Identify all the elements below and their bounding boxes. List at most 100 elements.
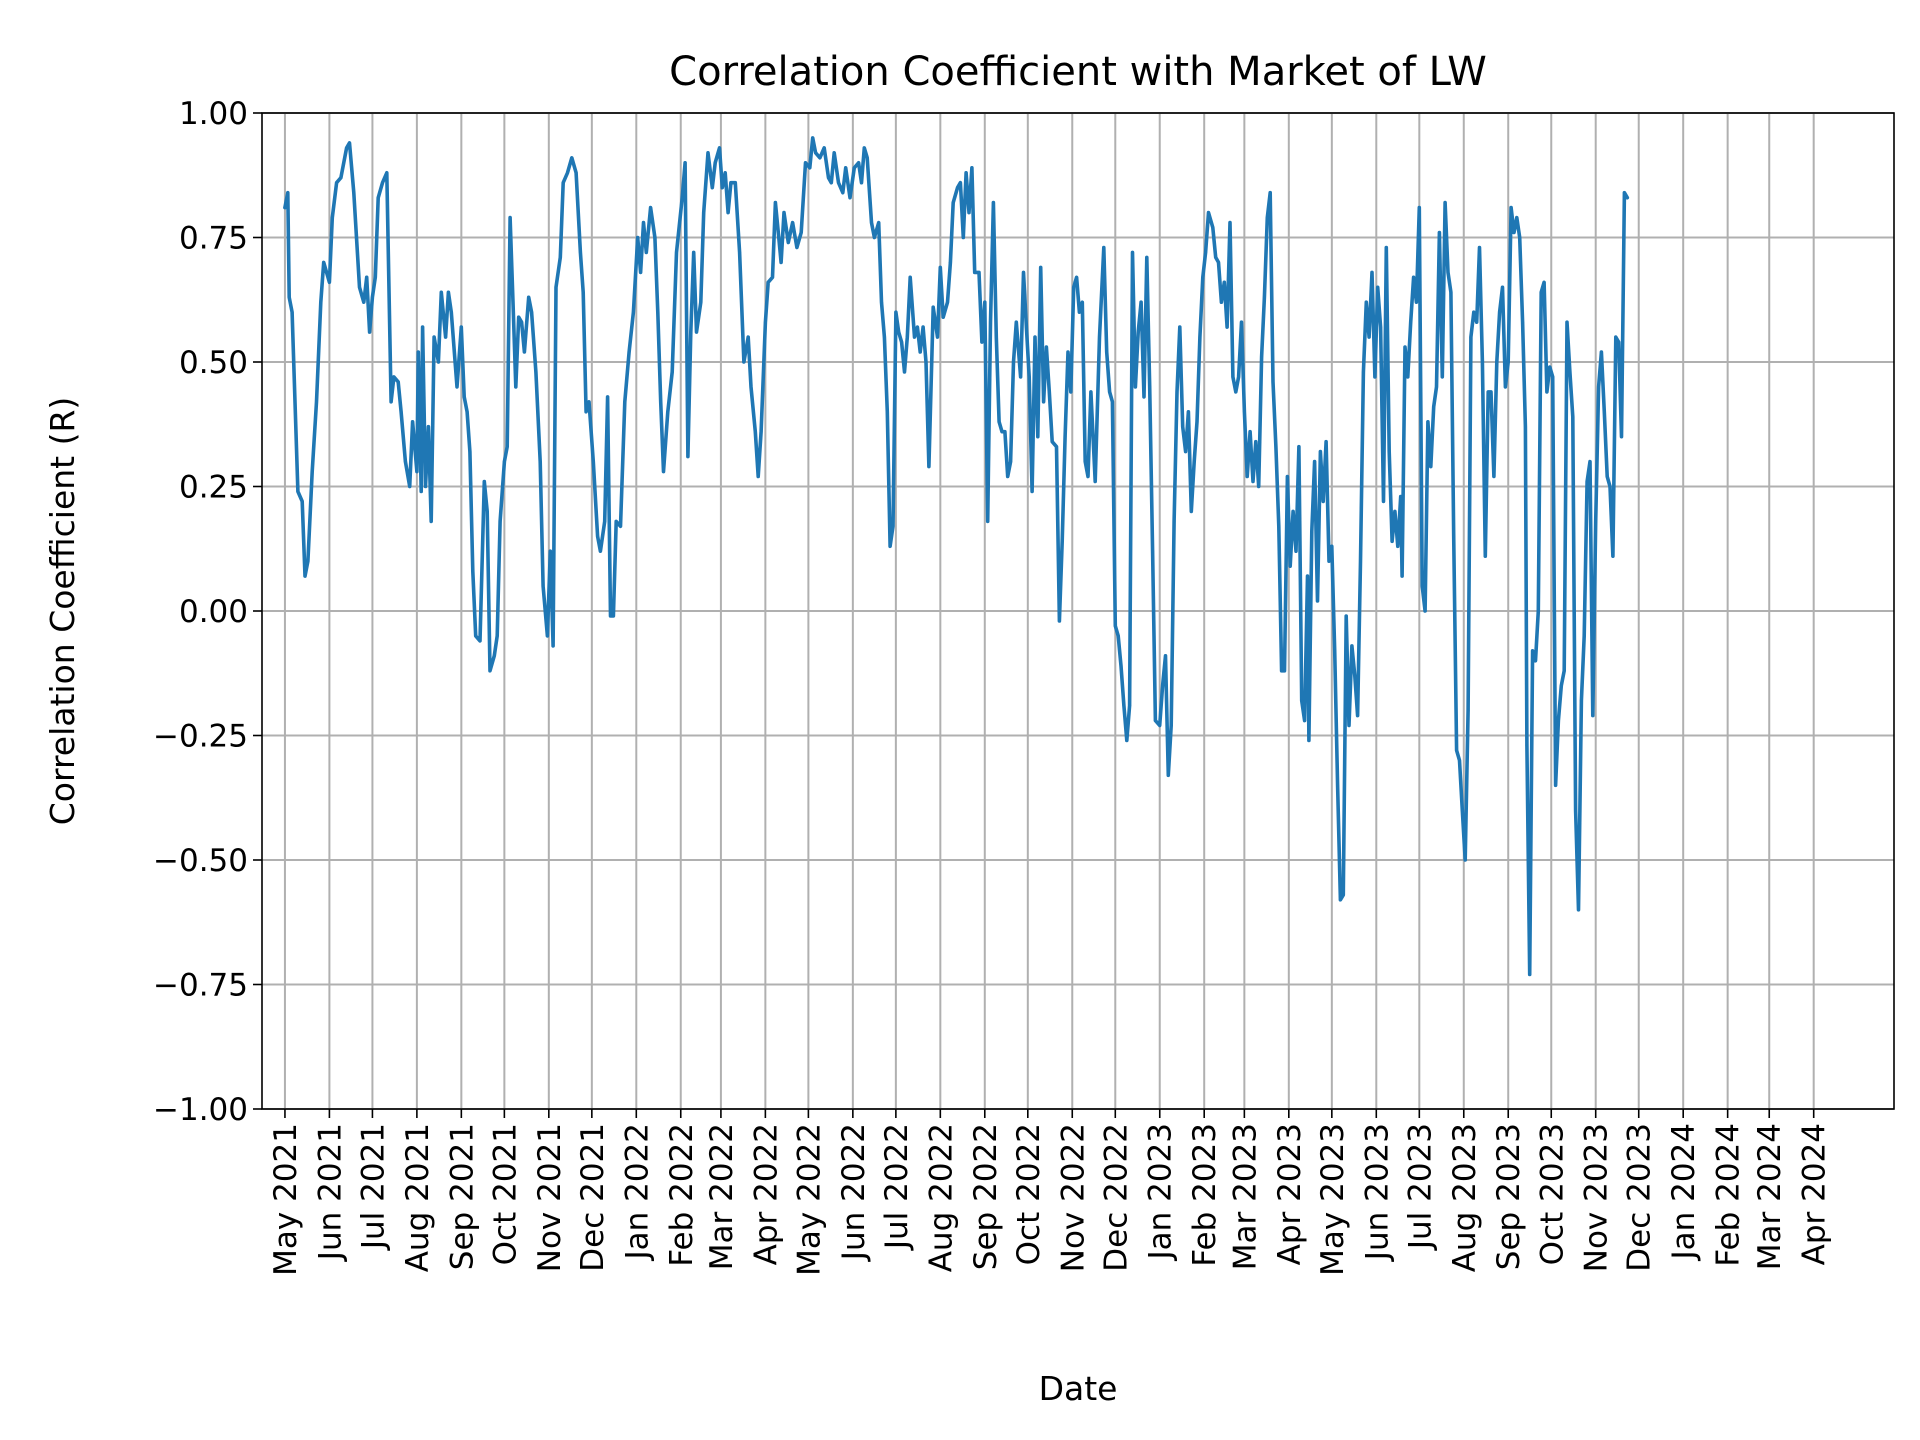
- data-point: [1271, 380, 1275, 384]
- data-point: [1231, 375, 1235, 379]
- data-point: [485, 509, 489, 513]
- data-point: [877, 221, 881, 225]
- data-point: [720, 186, 724, 190]
- data-point: [782, 211, 786, 215]
- data-point: [492, 654, 496, 658]
- data-point: [1014, 320, 1018, 324]
- x-tick-label: Mar 2022: [704, 1123, 740, 1270]
- data-point: [534, 370, 538, 374]
- data-point: [319, 300, 323, 304]
- series-group: [283, 136, 1630, 977]
- x-tick-label: Aug 2022: [923, 1123, 959, 1272]
- data-point: [1602, 410, 1606, 414]
- data-point: [1400, 574, 1404, 578]
- data-point: [368, 330, 372, 334]
- x-tick-label: Feb 2022: [664, 1123, 700, 1267]
- data-point: [1283, 669, 1286, 673]
- data-point: [1039, 265, 1043, 269]
- data-point: [1108, 390, 1112, 394]
- data-point: [636, 236, 640, 239]
- data-point: [1562, 669, 1566, 673]
- data-point: [1291, 509, 1295, 513]
- data-point: [446, 290, 450, 294]
- data-point: [1359, 559, 1362, 563]
- data-point: [627, 350, 631, 354]
- data-point: [322, 260, 326, 264]
- data-point: [1214, 255, 1218, 259]
- data-point: [1189, 509, 1193, 513]
- data-point: [653, 236, 657, 239]
- data-point: [426, 425, 430, 429]
- data-point: [686, 455, 690, 459]
- y-tick-label: 1.00: [179, 96, 248, 132]
- y-tick-label: −0.50: [153, 843, 248, 879]
- data-point: [891, 524, 895, 528]
- data-point: [1181, 425, 1185, 429]
- x-tick-label: Aug 2023: [1447, 1123, 1483, 1272]
- data-point: [973, 270, 977, 274]
- x-tick-label: Jun 2021: [312, 1123, 348, 1262]
- data-point: [287, 295, 291, 299]
- data-point: [749, 385, 753, 389]
- x-tick-label: Dec 2022: [1098, 1123, 1134, 1272]
- x-tick-label: Sep 2021: [444, 1123, 480, 1270]
- data-point: [444, 335, 448, 339]
- data-point: [578, 250, 582, 254]
- data-point: [702, 211, 706, 215]
- data-point: [339, 176, 343, 180]
- data-point: [1055, 445, 1058, 449]
- data-point: [554, 285, 558, 289]
- data-point: [1321, 499, 1325, 503]
- x-axis: May 2021 Jun 2021 Jul 2021 Aug 2021 Sep 2021…: [268, 1109, 1833, 1276]
- data-point: [1582, 634, 1586, 638]
- data-point: [376, 196, 380, 200]
- data-point: [689, 330, 693, 334]
- data-point: [1066, 350, 1070, 354]
- data-point: [1288, 564, 1292, 568]
- data-point: [1195, 420, 1199, 424]
- data-point: [1437, 231, 1441, 234]
- data-point: [908, 275, 912, 279]
- x-tick-label: May 2023: [1315, 1123, 1351, 1276]
- data-point: [865, 156, 869, 160]
- data-point: [1175, 390, 1179, 394]
- data-point: [1012, 360, 1015, 364]
- data-point: [1102, 246, 1106, 249]
- data-point: [623, 400, 627, 404]
- data-point: [683, 161, 687, 165]
- data-point: [1119, 664, 1123, 668]
- data-point: [771, 275, 774, 279]
- data-point: [938, 265, 942, 269]
- data-point: [997, 420, 1001, 424]
- data-point: [429, 519, 433, 523]
- data-point: [609, 614, 612, 618]
- data-point: [1364, 300, 1368, 304]
- data-point: [1489, 390, 1493, 394]
- data-point: [1531, 649, 1535, 653]
- data-point: [1133, 385, 1137, 389]
- data-point: [994, 335, 998, 339]
- data-point: [1338, 898, 1342, 902]
- data-point: [726, 211, 730, 215]
- data-point: [1063, 435, 1067, 439]
- data-point: [1245, 475, 1249, 478]
- data-point: [522, 350, 526, 354]
- data-point: [1324, 440, 1328, 444]
- data-point: [482, 480, 486, 483]
- data-point: [903, 370, 906, 374]
- x-tick-label: Apr 2024: [1797, 1123, 1833, 1265]
- data-point: [818, 156, 822, 160]
- x-tick-label: Oct 2022: [1011, 1123, 1047, 1265]
- data-point: [1373, 375, 1377, 379]
- data-point: [1172, 519, 1176, 523]
- data-point: [746, 335, 750, 339]
- series-line: [283, 136, 1630, 977]
- data-point: [1350, 644, 1354, 648]
- data-point: [1551, 375, 1555, 379]
- data-point: [1294, 549, 1298, 553]
- data-point: [872, 236, 876, 239]
- data-point: [1186, 410, 1190, 414]
- data-point: [1443, 201, 1447, 205]
- data-point: [852, 166, 856, 170]
- data-point: [1003, 430, 1007, 434]
